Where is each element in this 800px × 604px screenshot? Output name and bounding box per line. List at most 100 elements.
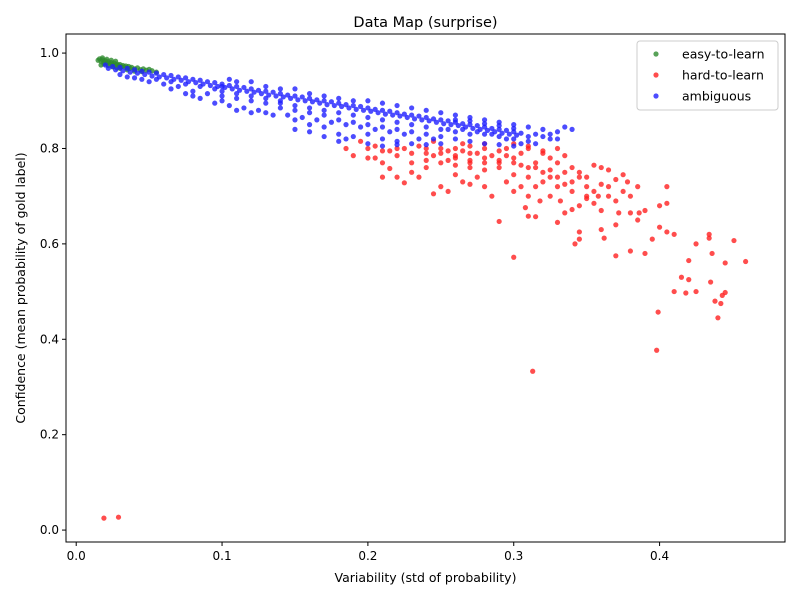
point-ambiguous-246 (306, 105, 313, 111)
point-hard-to-learn-35 (627, 210, 634, 216)
point-hard-to-learn-30 (664, 184, 670, 190)
point-ambiguous-1 (105, 65, 111, 71)
point-ambiguous-136 (321, 112, 327, 118)
point-hard-to-learn-43 (598, 207, 604, 214)
point-ambiguous-215 (299, 114, 305, 121)
point-hard-to-learn-59 (547, 193, 553, 199)
point-hard-to-learn-13 (678, 274, 685, 280)
point-ambiguous-249 (350, 112, 356, 118)
point-easy-to-learn-43 (108, 57, 114, 63)
point-hard-to-learn-8 (718, 300, 724, 307)
point-ambiguous-257 (467, 118, 473, 124)
series-hard-to-learn (101, 138, 749, 521)
point-hard-to-learn-3 (511, 254, 517, 260)
point-ambiguous-147 (481, 141, 488, 147)
point-hard-to-learn-132 (409, 160, 415, 166)
point-hard-to-learn-175 (416, 143, 422, 149)
point-hard-to-learn-27 (656, 224, 663, 230)
point-ambiguous-25 (193, 80, 199, 86)
point-ambiguous-85 (411, 116, 418, 122)
x-tick-label: 0.0 (67, 549, 86, 563)
point-ambiguous-122 (124, 74, 130, 80)
plot-area-frame (65, 33, 786, 543)
point-ambiguous-211 (255, 107, 262, 113)
point-hard-to-learn-97 (460, 148, 466, 154)
point-ambiguous-206 (197, 95, 203, 101)
point-ambiguous-79 (390, 112, 396, 118)
point-hard-to-learn-46 (613, 176, 619, 183)
point-ambiguous-205 (182, 91, 189, 97)
point-ambiguous-142 (409, 129, 415, 135)
point-hard-to-learn-28 (656, 203, 663, 209)
point-hard-to-learn-120 (554, 184, 561, 190)
point-ambiguous-244 (277, 100, 283, 106)
point-ambiguous-86 (416, 113, 422, 119)
point-ambiguous-176 (481, 131, 488, 137)
point-ambiguous-116 (533, 131, 539, 137)
point-hard-to-learn-62 (525, 213, 531, 219)
point-ambiguous-154 (270, 112, 276, 118)
y-tick-label: 1.0 (40, 46, 59, 60)
point-ambiguous-245 (292, 102, 298, 109)
point-ambiguous-216 (314, 117, 320, 123)
point-ambiguous-195 (438, 110, 444, 116)
y-tick-label: 0.2 (40, 428, 59, 442)
point-ambiguous-121 (117, 71, 123, 78)
legend-marker-ambiguous (653, 93, 659, 99)
point-ambiguous-118 (547, 136, 553, 142)
point-ambiguous-162 (379, 136, 386, 142)
point-hard-to-learn-156 (591, 188, 597, 195)
point-hard-to-learn-91 (409, 150, 415, 156)
legend-label-ambiguous: ambiguous (682, 89, 751, 104)
point-ambiguous-233 (562, 124, 568, 130)
point-ambiguous-234 (139, 76, 145, 82)
point-hard-to-learn-93 (430, 153, 437, 159)
point-hard-to-learn-95 (445, 157, 451, 163)
point-hard-to-learn-101 (489, 153, 495, 159)
point-hard-to-learn-145 (467, 150, 473, 156)
point-ambiguous-3 (112, 67, 119, 73)
point-ambiguous-97 (455, 122, 461, 129)
point-ambiguous-77 (382, 111, 388, 117)
point-ambiguous-171 (379, 143, 386, 149)
point-hard-to-learn-45 (605, 184, 612, 190)
point-ambiguous-55 (302, 98, 308, 104)
point-hard-to-learn-2 (530, 368, 536, 374)
point-ambiguous-114 (518, 130, 524, 136)
point-ambiguous-7 (127, 69, 133, 75)
point-ambiguous-145 (452, 136, 458, 142)
point-hard-to-learn-100 (481, 145, 488, 152)
point-hard-to-learn-22 (706, 231, 712, 237)
point-ambiguous-164 (409, 141, 415, 147)
point-ambiguous-92 (438, 117, 444, 123)
point-hard-to-learn-105 (518, 150, 524, 156)
point-hard-to-learn-52 (572, 241, 578, 247)
series-ambiguous (102, 62, 575, 149)
point-hard-to-learn-176 (401, 145, 407, 152)
point-ambiguous-14 (153, 70, 160, 76)
point-ambiguous-173 (438, 141, 444, 147)
point-ambiguous-225 (445, 126, 451, 132)
point-hard-to-learn-159 (613, 198, 619, 204)
point-hard-to-learn-160 (620, 188, 626, 195)
point-ambiguous-177 (496, 133, 502, 140)
point-hard-to-learn-131 (423, 157, 429, 163)
point-ambiguous-252 (394, 119, 400, 125)
point-hard-to-learn-151 (533, 164, 539, 171)
point-hard-to-learn-61 (533, 214, 539, 220)
point-ambiguous-108 (496, 126, 502, 132)
point-hard-to-learn-16 (719, 292, 725, 298)
point-ambiguous-11 (142, 71, 148, 78)
point-ambiguous-158 (336, 131, 342, 137)
point-hard-to-learn-80 (409, 169, 415, 175)
point-hard-to-learn-112 (569, 164, 575, 171)
point-hard-to-learn-26 (664, 229, 670, 235)
point-ambiguous-140 (379, 124, 386, 130)
point-ambiguous-75 (375, 110, 381, 116)
point-ambiguous-212 (263, 110, 269, 116)
point-hard-to-learn-66 (511, 188, 517, 195)
point-hard-to-learn-17 (722, 260, 728, 266)
point-hard-to-learn-90 (394, 145, 400, 152)
point-ambiguous-231 (533, 141, 539, 147)
point-ambiguous-196 (452, 112, 458, 118)
